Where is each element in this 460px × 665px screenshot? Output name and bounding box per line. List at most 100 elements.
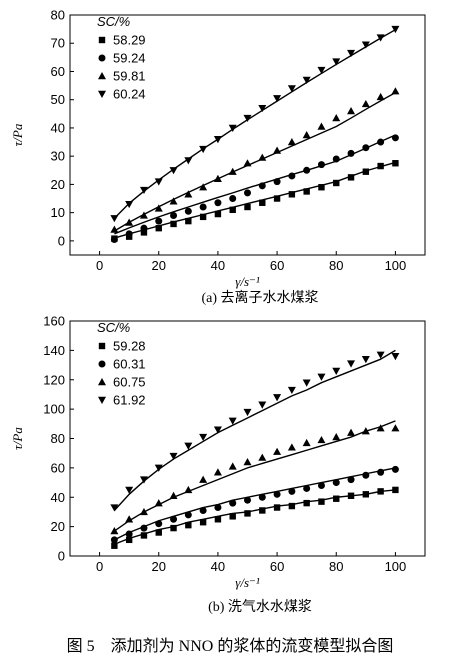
data-point-59.81: [228, 167, 237, 175]
x-tick-label: 0: [96, 559, 103, 574]
y-tick-label: 70: [51, 36, 65, 51]
data-point-59.81: [243, 159, 252, 167]
data-point-58.29: [199, 213, 207, 221]
data-point-59.81: [199, 183, 208, 191]
data-point-61.92: [273, 394, 282, 402]
data-point-60.31: [125, 530, 133, 538]
y-tick-label: 80: [51, 8, 65, 23]
data-point-60.31: [362, 471, 370, 479]
data-point-60.75: [228, 462, 237, 470]
data-point-61.92: [317, 373, 326, 381]
data-point-59.28: [303, 499, 310, 507]
data-point-59.24: [155, 217, 163, 225]
legend-marker-59.81: [98, 72, 106, 80]
y-tick-label: 50: [51, 92, 65, 107]
data-point-59.28: [273, 504, 281, 511]
data-point-61.92: [243, 408, 252, 417]
legend-marker-60.31: [98, 360, 106, 368]
data-point-59.81: [154, 204, 163, 212]
data-point-60.24: [391, 25, 400, 34]
data-point-59.28: [125, 536, 133, 544]
data-point-60.31: [317, 482, 325, 489]
y-tick-label: 140: [43, 343, 65, 358]
figure-caption: 图 5 添加剂为 NNO 的浆体的流变模型拟合图: [67, 637, 394, 655]
data-point-59.24: [273, 178, 281, 186]
legend-label: 60.75: [113, 375, 146, 390]
x-tick-label: 0: [96, 258, 103, 273]
data-point-60.31: [377, 468, 385, 476]
fit-line-60.75: [113, 420, 396, 532]
data-point-59.24: [303, 166, 311, 174]
data-point-61.92: [199, 433, 208, 442]
legend-label: 59.81: [113, 69, 146, 84]
data-point-60.24: [110, 215, 119, 223]
data-point-59.81: [332, 114, 341, 122]
y-tick-label: 0: [58, 549, 65, 564]
data-point-60.31: [244, 496, 251, 504]
data-point-60.24: [317, 66, 326, 75]
data-point-59.28: [170, 524, 177, 532]
y-tick-label: 10: [51, 205, 65, 220]
data-point-61.92: [169, 452, 178, 461]
data-point-59.28: [229, 513, 236, 520]
data-point-60.75: [184, 485, 193, 494]
legend-marker-60.75: [98, 378, 106, 386]
data-point-59.81: [184, 190, 193, 198]
data-point-58.29: [155, 224, 162, 232]
data-point-58.29: [333, 179, 340, 187]
data-point-59.28: [244, 510, 251, 517]
data-point-60.31: [155, 520, 163, 528]
data-point-58.29: [140, 229, 148, 236]
data-point-59.24: [377, 138, 385, 146]
y-tick-label: 30: [51, 149, 65, 164]
legend-label: 59.28: [113, 339, 146, 354]
data-point-60.75: [213, 468, 222, 476]
data-point-59.81: [213, 174, 222, 182]
y-tick-label: 20: [51, 177, 65, 192]
data-point-58.29: [392, 160, 399, 167]
data-point-60.24: [258, 104, 267, 113]
data-point-59.81: [169, 197, 178, 205]
data-point-59.28: [362, 491, 370, 498]
y-tick-label: 20: [51, 519, 65, 534]
data-point-60.24: [125, 200, 134, 209]
data-point-61.92: [376, 351, 385, 359]
legend-marker-60.24: [98, 90, 106, 98]
data-point-61.92: [110, 504, 119, 512]
data-point-60.31: [184, 511, 192, 519]
data-point-58.29: [347, 174, 355, 181]
y-tick-label: 100: [43, 402, 65, 417]
data-point-58.29: [244, 203, 251, 211]
legend-label: 60.24: [113, 87, 146, 102]
data-point-59.81: [302, 131, 311, 139]
data-point-60.31: [258, 493, 266, 501]
data-point-58.29: [318, 184, 325, 191]
data-point-60.24: [361, 41, 370, 49]
data-point-58.29: [259, 199, 266, 206]
data-point-58.29: [362, 168, 370, 175]
data-point-59.24: [362, 144, 370, 152]
data-point-58.29: [185, 217, 192, 225]
data-point-59.81: [139, 211, 148, 219]
legend-label: 60.31: [113, 357, 146, 372]
data-point-60.24: [287, 85, 296, 93]
legend-marker-58.29: [98, 36, 106, 44]
data-point-61.92: [347, 360, 356, 368]
legend-label: 59.24: [113, 51, 146, 66]
data-point-60.24: [169, 167, 178, 175]
data-point-60.75: [125, 515, 134, 523]
x-tick-label: 60: [270, 258, 284, 273]
data-point-60.75: [391, 424, 400, 432]
data-point-59.28: [347, 492, 355, 499]
data-point-59.28: [111, 542, 118, 549]
data-point-59.28: [377, 488, 384, 495]
y-tick-label: 160: [43, 314, 65, 329]
data-point-59.81: [287, 138, 296, 146]
data-point-58.29: [214, 210, 222, 218]
data-point-59.28: [259, 507, 266, 514]
data-point-60.31: [214, 504, 222, 512]
data-point-59.28: [185, 521, 192, 529]
y-tick-label: 80: [51, 431, 65, 446]
y-tick-label: 0: [58, 233, 65, 248]
